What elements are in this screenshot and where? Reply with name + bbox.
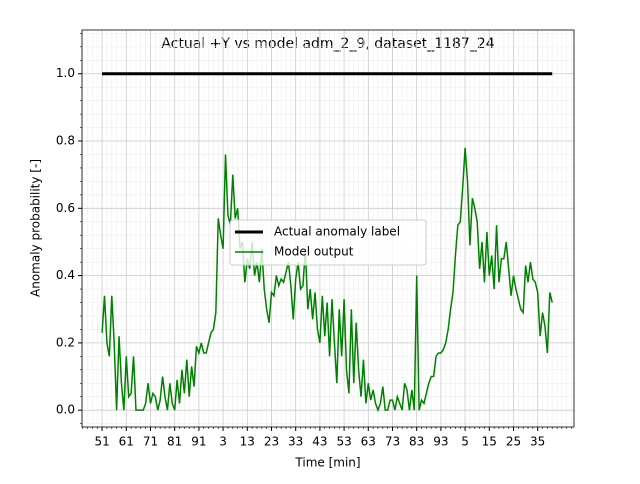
x-tick-label: 13 bbox=[240, 435, 255, 449]
plot-frame bbox=[81, 29, 575, 428]
y-tick-label: 0.2 bbox=[56, 335, 75, 349]
x-tick-label: 61 bbox=[119, 435, 134, 449]
legend-label: Actual anomaly label bbox=[274, 225, 400, 239]
x-tick-label: 83 bbox=[409, 435, 424, 449]
y-tick-label: 0.6 bbox=[56, 201, 75, 215]
x-tick-label: 25 bbox=[506, 435, 521, 449]
legend-box bbox=[229, 219, 427, 266]
x-tick-label: 15 bbox=[482, 435, 497, 449]
y-tick-label: 0.0 bbox=[56, 403, 75, 417]
chart-title: Actual +Y vs model adm_2_9, dataset_1187… bbox=[161, 36, 494, 52]
x-tick-label: 3 bbox=[219, 435, 227, 449]
x-axis-label: Time [min] bbox=[294, 456, 360, 470]
legend: Actual anomaly label Model output bbox=[229, 219, 427, 266]
x-tick-label: 51 bbox=[94, 435, 109, 449]
x-tick-label: 91 bbox=[191, 435, 206, 449]
x-tick-label: 35 bbox=[530, 435, 545, 449]
x-tick-label: 71 bbox=[143, 435, 158, 449]
x-tick-label: 73 bbox=[385, 435, 400, 449]
y-tick-label: 0.4 bbox=[56, 268, 75, 282]
x-tick-label: 43 bbox=[312, 435, 327, 449]
x-tick-label: 63 bbox=[361, 435, 376, 449]
series-line bbox=[101, 147, 553, 413]
x-tick-label: 5 bbox=[461, 435, 469, 449]
x-tick-label: 93 bbox=[433, 435, 448, 449]
x-tick-label: 81 bbox=[167, 435, 182, 449]
x-tick-label: 33 bbox=[288, 435, 303, 449]
y-tick-label: 0.8 bbox=[56, 134, 75, 148]
y-axis-label: Anomaly probability [-] bbox=[29, 159, 43, 297]
x-tick-label: 23 bbox=[264, 435, 279, 449]
y-tick-label: 1.0 bbox=[56, 66, 75, 80]
x-tick-label: 53 bbox=[336, 435, 351, 449]
legend-label: Model output bbox=[274, 245, 354, 259]
